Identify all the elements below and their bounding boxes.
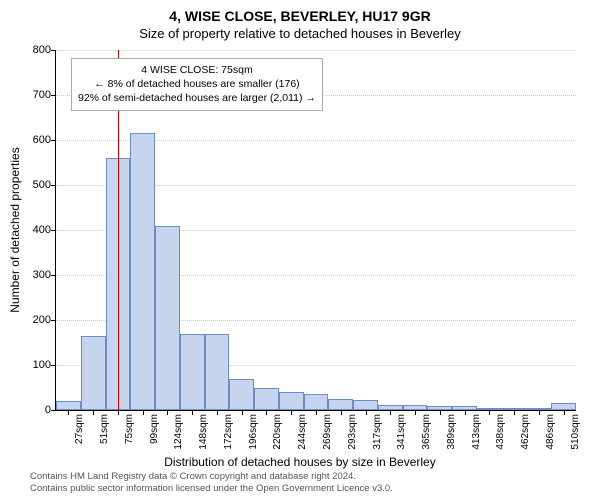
- xtick-label: 75sqm: [124, 414, 135, 444]
- annotation-line1: 4 WISE CLOSE: 75sqm: [78, 63, 316, 77]
- histogram-bar: [304, 394, 329, 410]
- xtick-mark: [291, 410, 292, 415]
- xtick-mark: [68, 410, 69, 415]
- footnote-line2: Contains public sector information licen…: [30, 483, 393, 494]
- x-axis-label: Distribution of detached houses by size …: [0, 455, 600, 469]
- xtick-mark: [217, 410, 218, 415]
- xtick-label: 341sqm: [396, 414, 407, 450]
- xtick-mark: [242, 410, 243, 415]
- histogram-bar: [130, 133, 155, 410]
- annotation-line3: 92% of semi-detached houses are larger (…: [78, 91, 316, 105]
- histogram-bar: [81, 336, 106, 410]
- xtick-label: 510sqm: [570, 414, 581, 450]
- ytick-label: 700: [11, 89, 56, 101]
- gridline: [56, 50, 576, 51]
- xtick-label: 462sqm: [520, 414, 531, 450]
- xtick-mark: [143, 410, 144, 415]
- histogram-bar: [254, 388, 279, 411]
- annotation-line2: ← 8% of detached houses are smaller (176…: [78, 77, 316, 91]
- histogram-bar: [328, 399, 353, 410]
- ytick-label: 300: [11, 269, 56, 281]
- xtick-mark: [489, 410, 490, 415]
- xtick-label: 365sqm: [421, 414, 432, 450]
- histogram-bar: [56, 401, 81, 410]
- ytick-label: 600: [11, 134, 56, 146]
- xtick-label: 51sqm: [99, 414, 110, 444]
- xtick-label: 124sqm: [173, 414, 184, 450]
- xtick-mark: [564, 410, 565, 415]
- histogram-bar: [155, 226, 180, 411]
- histogram-bar: [180, 334, 205, 411]
- xtick-label: 486sqm: [545, 414, 556, 450]
- xtick-label: 244sqm: [297, 414, 308, 450]
- xtick-mark: [390, 410, 391, 415]
- xtick-mark: [167, 410, 168, 415]
- xtick-mark: [539, 410, 540, 415]
- xtick-label: 293sqm: [347, 414, 358, 450]
- footnote: Contains HM Land Registry data © Crown c…: [30, 471, 393, 494]
- histogram-bar: [205, 334, 230, 411]
- xtick-mark: [93, 410, 94, 415]
- ytick-label: 200: [11, 314, 56, 326]
- ytick-label: 400: [11, 224, 56, 236]
- xtick-mark: [514, 410, 515, 415]
- xtick-label: 172sqm: [223, 414, 234, 450]
- xtick-mark: [266, 410, 267, 415]
- xtick-mark: [192, 410, 193, 415]
- xtick-label: 27sqm: [74, 414, 85, 444]
- xtick-mark: [316, 410, 317, 415]
- xtick-label: 196sqm: [248, 414, 259, 450]
- xtick-label: 269sqm: [322, 414, 333, 450]
- xtick-mark: [440, 410, 441, 415]
- xtick-mark: [341, 410, 342, 415]
- histogram-bar: [353, 400, 378, 410]
- xtick-mark: [366, 410, 367, 415]
- xtick-label: 413sqm: [471, 414, 482, 450]
- chart-container: 4, WISE CLOSE, BEVERLEY, HU17 9GR Size o…: [0, 0, 600, 500]
- histogram-bar: [229, 379, 254, 411]
- xtick-label: 389sqm: [446, 414, 457, 450]
- ytick-label: 500: [11, 179, 56, 191]
- ytick-label: 100: [11, 359, 56, 371]
- ytick-label: 800: [11, 44, 56, 56]
- xtick-mark: [465, 410, 466, 415]
- footnote-line1: Contains HM Land Registry data © Crown c…: [30, 471, 393, 482]
- xtick-label: 148sqm: [198, 414, 209, 450]
- xtick-mark: [118, 410, 119, 415]
- chart-title: 4, WISE CLOSE, BEVERLEY, HU17 9GR: [0, 0, 600, 24]
- annotation-box: 4 WISE CLOSE: 75sqm ← 8% of detached hou…: [71, 58, 323, 111]
- chart-subtitle: Size of property relative to detached ho…: [0, 26, 600, 41]
- xtick-mark: [415, 410, 416, 415]
- histogram-bar: [279, 392, 304, 410]
- xtick-label: 220sqm: [272, 414, 283, 450]
- xtick-label: 438sqm: [495, 414, 506, 450]
- ytick-label: 0: [11, 404, 56, 416]
- histogram-bar: [551, 403, 576, 410]
- xtick-label: 99sqm: [149, 414, 160, 444]
- plot-area: 010020030040050060070080027sqm51sqm75sqm…: [55, 50, 576, 411]
- xtick-label: 317sqm: [372, 414, 383, 450]
